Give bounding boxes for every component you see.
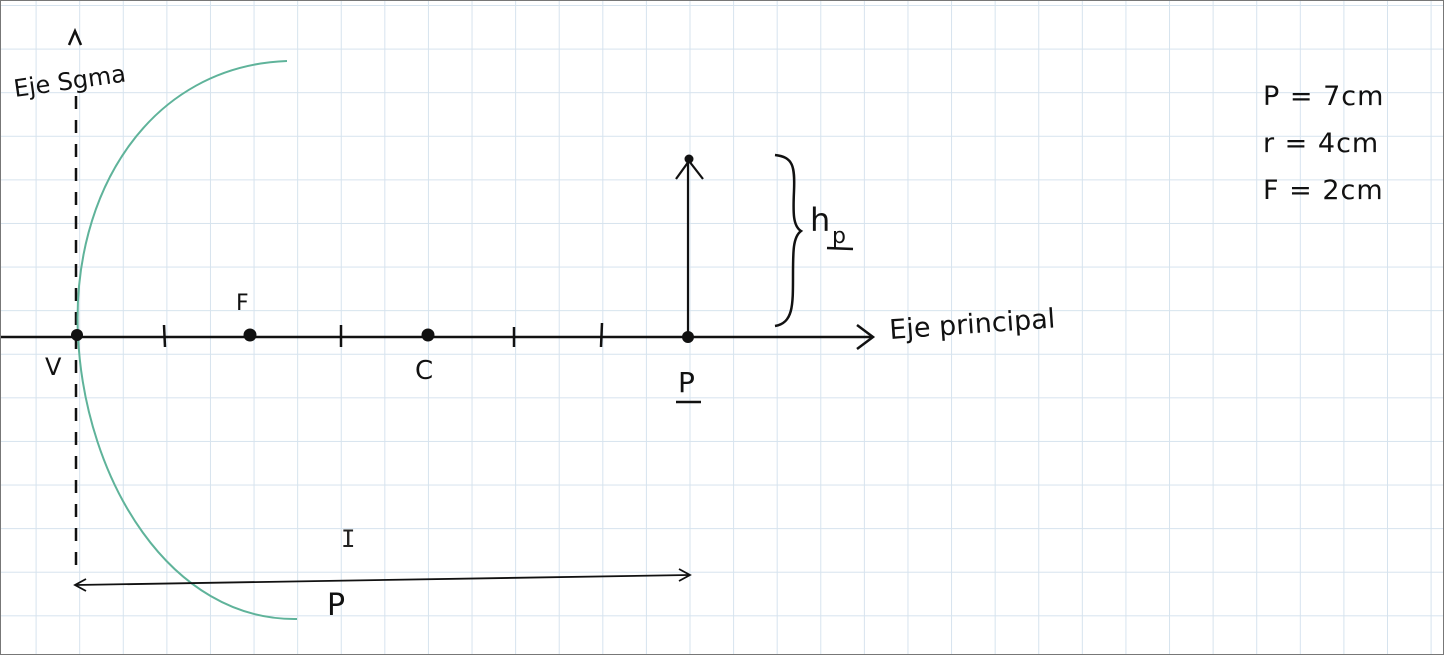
vertex-label: V <box>45 353 62 381</box>
object-height-sub-underline <box>826 246 854 251</box>
principal-axis-arrowhead <box>856 324 876 350</box>
text-cursor-icon: I <box>341 525 356 553</box>
secondary-axis-label: Eje Sgma <box>12 60 128 103</box>
object-position-label: P <box>678 366 695 399</box>
parameter-radius: r = 4cm <box>1263 128 1380 159</box>
object-height-subscript: p <box>832 224 846 249</box>
focus-label: F <box>236 291 249 316</box>
secondary-axis-arrowhead <box>67 27 83 46</box>
object-height-label: h <box>810 201 830 239</box>
principal-axis-label: Eje principal <box>888 303 1056 346</box>
parameter-object-distance: P = 7cm <box>1263 81 1385 112</box>
height-brace <box>774 153 804 328</box>
distance-label: P <box>327 588 345 623</box>
focus-point <box>243 328 257 342</box>
concave-mirror-arc <box>76 60 298 621</box>
parameter-focal-length: F = 2cm <box>1263 175 1384 206</box>
axis-tick <box>162 324 167 348</box>
object-arrowhead <box>675 159 704 180</box>
axis-tick <box>599 322 604 348</box>
object-arrow-tip <box>684 154 694 164</box>
vertex-point <box>71 329 83 341</box>
distance-arrow-right-head <box>678 568 692 582</box>
parameters-list: P = 7cm r = 4cm F = 2cm <box>1263 73 1384 214</box>
distance-arrow-left-head <box>73 578 87 592</box>
center-label: C <box>415 356 433 386</box>
center-point <box>421 328 435 342</box>
distance-arrow-line <box>75 574 690 586</box>
